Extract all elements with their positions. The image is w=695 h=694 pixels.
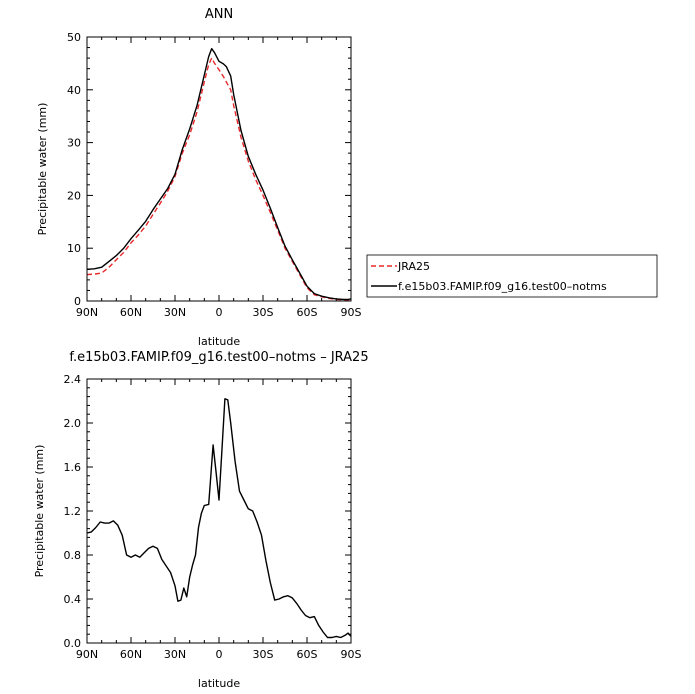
top-y-ticks: 0 10 20 30 40 50 (67, 31, 351, 308)
bottom-plot-frame (86, 378, 352, 644)
top-y-tick-label: 10 (67, 242, 81, 255)
top-x-axis-label: latitude (198, 335, 240, 348)
bottom-x-tick-label: 30N (164, 648, 186, 661)
bottom-x-axis-label: latitude (198, 677, 240, 690)
bottom-y-tick-label: 0.4 (64, 593, 82, 606)
top-x-tick-label: 30S (253, 306, 274, 319)
bottom-y-tick-label: 1.2 (64, 505, 82, 518)
top-y-tick-label: 30 (67, 137, 81, 150)
bottom-y-tick-label: 2.0 (64, 417, 82, 430)
top-chart-title: ANN (205, 7, 233, 22)
top-x-tick-label: 60N (120, 306, 142, 319)
bottom-x-tick-label: 60N (120, 648, 142, 661)
top-y-tick-label: 40 (67, 84, 81, 97)
top-y-tick-label: 0 (74, 295, 81, 308)
top-x-tick-label: 30N (164, 306, 186, 319)
legend-label-model: f.e15b03.FAMIP.f09_g16.test00–notms (398, 280, 607, 293)
top-y-tick-label: 20 (67, 189, 81, 202)
legend-label-jra25: JRA25 (397, 260, 430, 273)
bottom-series (86, 398, 352, 639)
bottom-x-tick-label: 30S (253, 648, 274, 661)
bottom-series-line-0 (86, 398, 352, 639)
top-x-tick-label: 60S (297, 306, 318, 319)
bottom-x-tick-label: 0 (216, 648, 223, 661)
bottom-y-ticks: 0.0 0.4 0.8 1.2 1.6 2.0 2.4 (64, 373, 351, 650)
top-series-line-0 (86, 57, 352, 301)
bottom-x-tick-label: 60S (297, 648, 318, 661)
legend: JRA25 f.e15b03.FAMIP.f09_g16.test00–notm… (366, 254, 658, 298)
bottom-y-tick-label: 0.8 (64, 549, 82, 562)
top-series-line-1 (86, 47, 352, 301)
bottom-y-tick-label: 1.6 (64, 461, 82, 474)
top-x-ticks: 90N 60N 30N 0 30S 60S 90S (76, 37, 362, 319)
bottom-y-tick-label: 2.4 (64, 373, 82, 386)
legend-box (366, 254, 658, 298)
bottom-chart-title: f.e15b03.FAMIP.f09_g16.test00–notms – JR… (69, 350, 368, 365)
top-plot-frame (86, 36, 352, 302)
top-panel: ANN Precipitable water (mm) latitude 90N… (36, 7, 362, 348)
top-series (86, 47, 352, 301)
bottom-x-tick-label: 90S (341, 648, 362, 661)
bottom-panel: f.e15b03.FAMIP.f09_g16.test00–notms – JR… (33, 350, 369, 690)
bottom-x-tick-label: 90N (76, 648, 98, 661)
top-y-tick-label: 50 (67, 31, 81, 44)
bottom-x-ticks: 90N 60N 30N 0 30S 60S 90S (76, 379, 362, 661)
top-x-tick-label: 90S (341, 306, 362, 319)
top-x-tick-label: 0 (216, 306, 223, 319)
top-y-axis-label: Precipitable water (mm) (36, 103, 49, 236)
bottom-y-tick-label: 0.0 (64, 637, 82, 650)
bottom-y-axis-label: Precipitable water (mm) (33, 445, 46, 578)
top-x-tick-label: 90N (76, 306, 98, 319)
